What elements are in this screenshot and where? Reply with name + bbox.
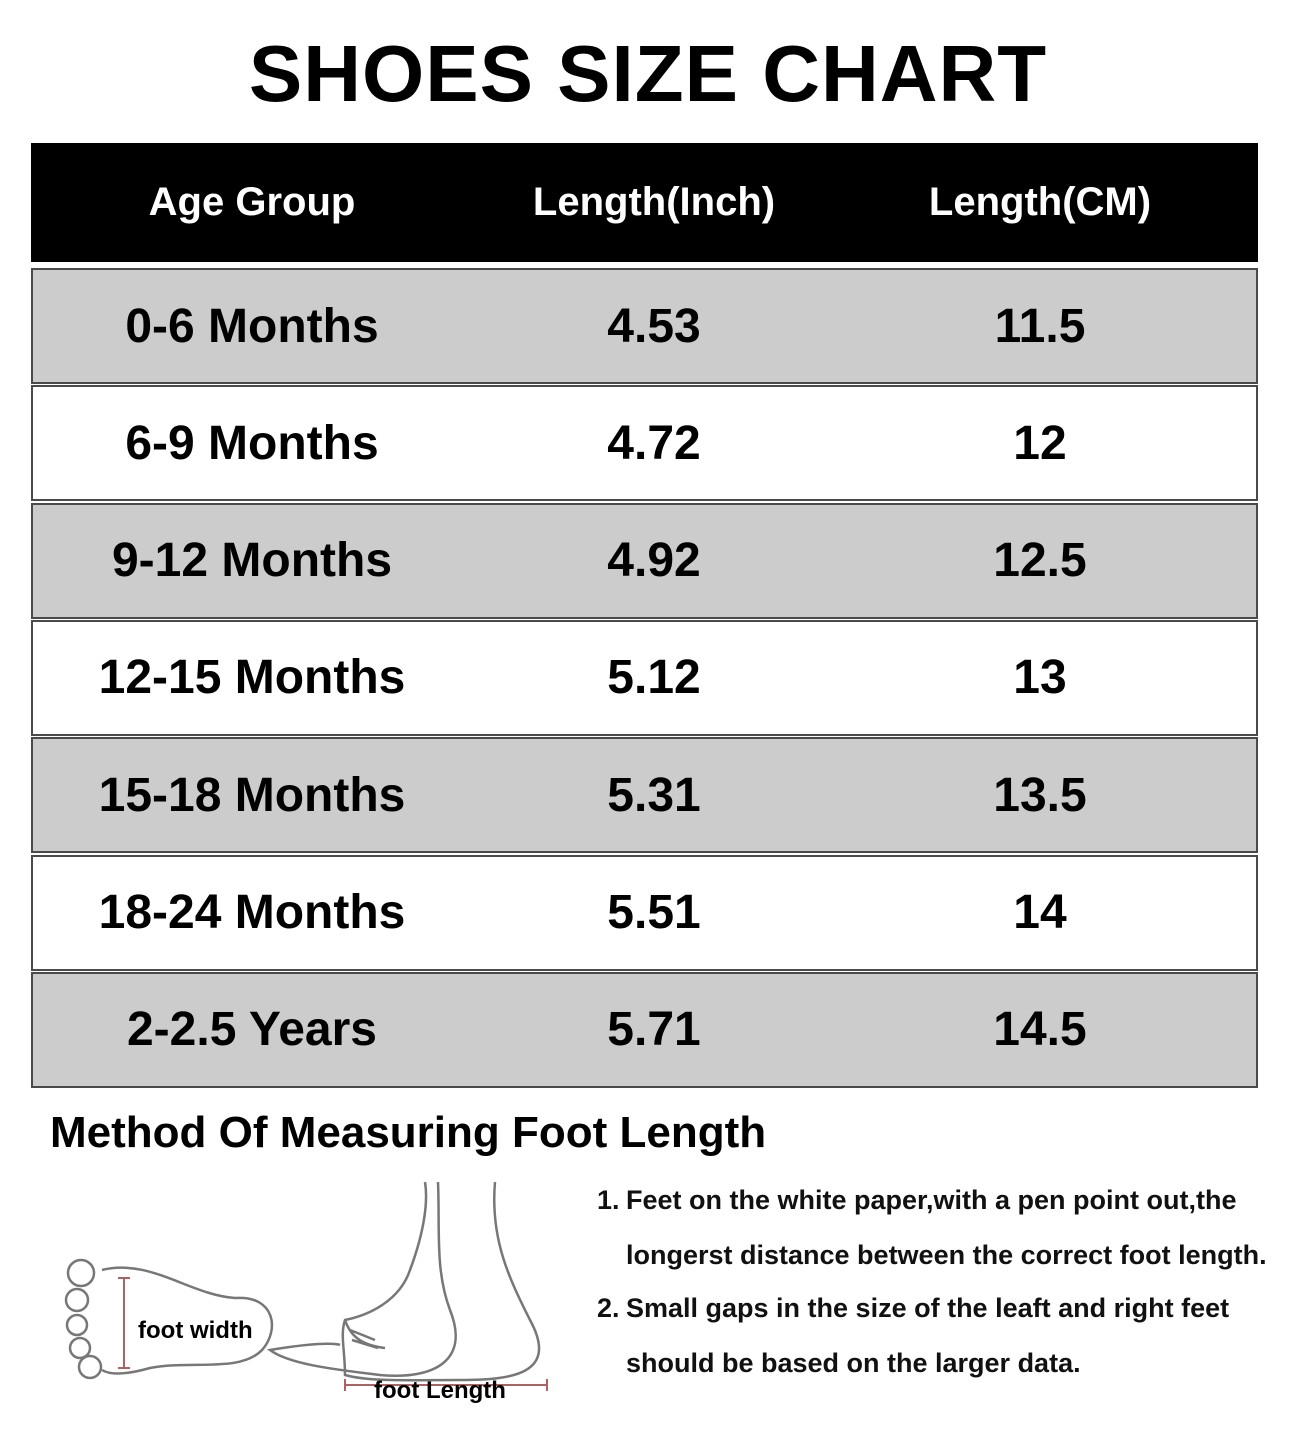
- table-row: 6-9 Months 4.72 12: [31, 385, 1258, 502]
- table-cell: 5.71: [607, 1003, 701, 1057]
- header-cell: Length(CM): [928, 180, 1152, 224]
- table-row: 2-2.5 Years 5.71 14.5: [31, 971, 1258, 1088]
- table-cell: 6-9 Months: [125, 416, 379, 470]
- table-cell: 14: [1013, 886, 1067, 939]
- table-cell: 4.72: [607, 416, 701, 470]
- header-cell: Age Group: [148, 180, 356, 224]
- width-label: foot width: [138, 1317, 253, 1344]
- table-cell: 15-18 Months: [98, 768, 406, 822]
- table-cell: 14.5: [993, 1003, 1087, 1057]
- header-cell: Length(Inch): [532, 180, 776, 224]
- table-cell: 12.5: [993, 534, 1087, 588]
- header-row: Age Group Length(Inch) Length(CM): [31, 143, 1258, 262]
- table-cell: 12: [1013, 416, 1067, 470]
- step-number: 1.: [597, 1185, 620, 1215]
- table-cell: 11.5: [994, 299, 1086, 353]
- table-row: 12-15 Months 5.12 13: [31, 619, 1258, 736]
- table-cell: 2-2.5 Years: [126, 1003, 377, 1057]
- step-text: should be based on the larger data.: [626, 1348, 1081, 1378]
- title: SHOES SIZE CHART: [248, 29, 1048, 118]
- method-title: Method Of Measuring Foot Length: [50, 1108, 767, 1157]
- table-cell: 0-6 Months: [125, 299, 379, 353]
- foot-diagram: foot width foot Length: [64, 1181, 548, 1404]
- table-row: 9-12 Months 4.92 12.5: [31, 502, 1258, 619]
- table-cell: 9-12 Months: [111, 534, 393, 588]
- table-cell: 5.51: [607, 886, 701, 939]
- table-cell: 5.12: [607, 651, 701, 705]
- length-label: foot Length: [374, 1377, 506, 1404]
- table-cell: 18-24 Months: [98, 886, 406, 939]
- step-text: Small gaps in the size of the leaft and …: [626, 1293, 1230, 1323]
- table-cell: 13: [1013, 651, 1067, 705]
- step-text: Feet on the white paper,with a pen point…: [626, 1185, 1237, 1215]
- table-row: 15-18 Months 5.31 13.5: [31, 737, 1258, 854]
- table-cell: 4.53: [607, 299, 701, 353]
- table-cell: 5.31: [607, 768, 701, 822]
- step-text: longerst distance between the correct fo…: [626, 1240, 1267, 1270]
- table-row: 0-6 Months 4.53 11.5: [31, 268, 1258, 384]
- table-cell: 4.92: [607, 534, 701, 588]
- step-number: 2.: [597, 1293, 620, 1323]
- table-cell: 12-15 Months: [98, 651, 406, 705]
- table-cell: 13.5: [993, 768, 1087, 822]
- table-row: 18-24 Months 5.51 14: [31, 854, 1258, 971]
